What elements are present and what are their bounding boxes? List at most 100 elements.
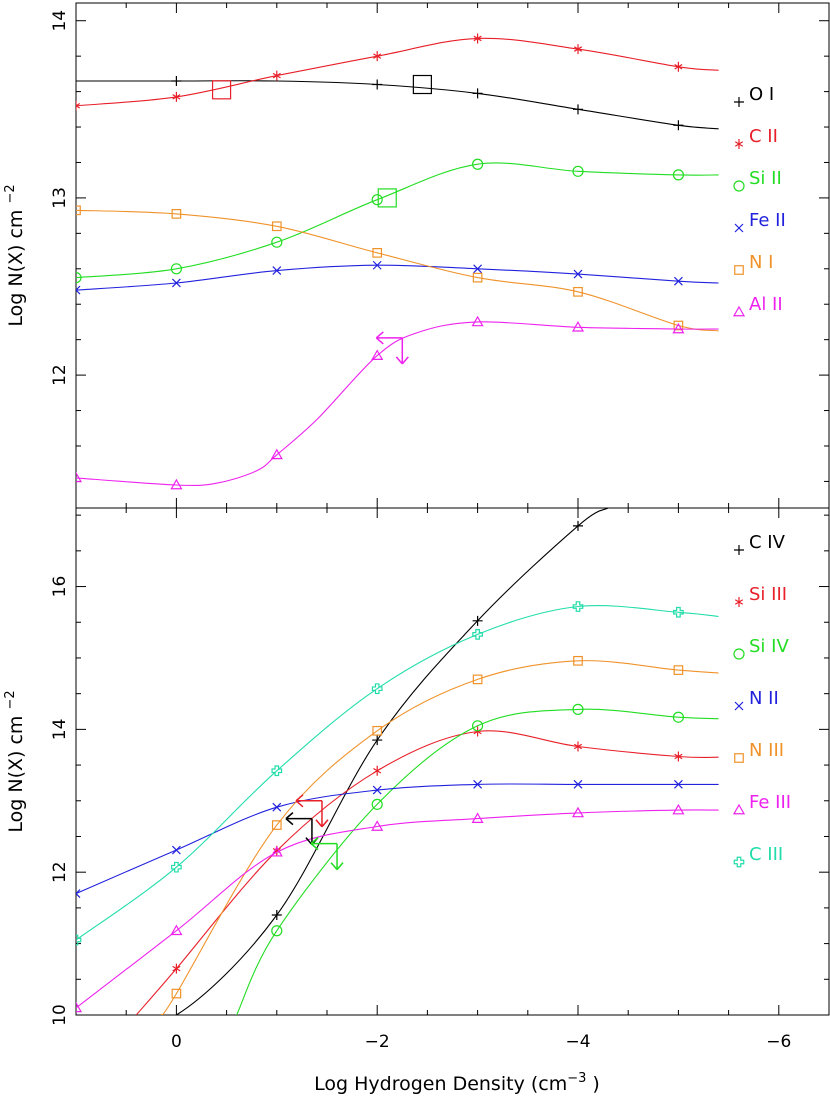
data-point-si-ii [572,165,584,177]
data-point-si-ii [472,158,484,170]
data-point-c-iii [371,683,383,695]
x-axis-title-close: ) [586,1073,599,1095]
data-point-si-ii [672,169,685,181]
data-point-si-iv [472,720,484,732]
data-point-al-ii [371,349,384,360]
legend-marker-al-ii [732,305,746,317]
legend-marker-o-i [734,97,744,107]
data-point-c-iii [76,934,82,946]
data-point-c-iii [673,606,684,618]
legend-label-n-iii: N III [749,740,784,761]
x-tick-label: −2 [365,1032,390,1052]
data-point-n-ii [171,845,181,855]
top-panel: 12 13 14 Log N(X) cm −2 O I C II Si II Fe II N I… [3,2,830,509]
data-point-c-iii [572,601,584,612]
data-point-n-iii [573,655,583,666]
data-point-n-ii [272,802,282,812]
data-point-si-ii [271,236,283,248]
detection-square [377,188,397,208]
y-axis-title: Log N(X) cm −2 [3,690,27,832]
legend-label-c-ii: C II [749,126,778,147]
legend-marker-n-iii [734,753,744,763]
data-point-fe-ii [171,278,181,288]
data-point-fe-ii [473,264,483,274]
data-point-n-iii [673,665,684,675]
data-point-si-iv [672,711,685,723]
data-point-c-iii [472,629,483,640]
data-point-c-ii [76,100,81,111]
data-point-al-ii [672,322,685,334]
legend-label-si-iv: Si IV [749,636,789,657]
y-tick-label: 10 [50,1004,70,1026]
data-point-o-i [673,120,684,131]
data-point-si-ii [76,272,82,284]
upper-limit-arrow [310,837,344,871]
data-point-c-iv [472,615,483,626]
data-point-o-i [472,88,483,99]
legend-marker-c-ii [734,139,744,149]
legend-label-al-ii: Al II [749,294,783,315]
legend-marker-c-iii [733,856,745,868]
data-point-c-ii [373,51,382,62]
data-point-c-iii [271,765,283,777]
y-tick-label: 13 [50,187,70,209]
y-tick-label: 12 [50,364,70,386]
data-point-o-i [171,75,182,86]
data-point-al-ii [471,315,484,327]
data-point-si-ii [170,263,182,275]
legend-marker-n-i [734,265,744,275]
data-point-n-iii [271,820,282,830]
data-point-n-i [171,209,182,219]
x-axis-title-exponent: −3 [567,1071,586,1086]
data-point-fe-ii [372,260,382,270]
data-point-c-ii [674,61,683,72]
legend-marker-si-iv [733,648,745,660]
series-line-c-iv [116,508,609,1015]
data-point-c-ii [573,44,583,55]
data-point-si-iii [172,963,181,974]
data-point-c-ii [473,33,482,44]
legend-marker-n-ii [734,701,744,711]
y-axis-title: Log N(X) cm −2 [3,184,27,326]
detection-square [211,80,232,100]
y-tick-label: 14 [50,10,70,32]
legend-label-fe-iii: Fe III [749,792,791,813]
legend-label-fe-ii: Fe II [749,210,786,231]
series-line-o-i [76,80,719,130]
series-line-n-i [76,209,719,332]
top-frame [75,2,830,509]
data-point-si-iv [271,925,283,937]
series-line-si-ii [76,162,719,279]
x-tick-label: −6 [766,1032,791,1052]
series-line-n-ii [76,783,719,895]
series-line-fe-iii [76,809,719,1009]
data-point-n-ii [372,785,382,795]
upper-limit-arrow [375,331,409,365]
x-tick-label: 0 [171,1032,182,1052]
data-point-si-iii [674,751,683,762]
data-point-n-ii [473,779,483,789]
data-point-o-i [573,104,583,115]
legend-marker-fe-ii [734,223,744,233]
x-axis-title: Log Hydrogen Density (cm−3 ) [314,1071,600,1095]
data-point-al-ii [571,321,585,332]
y-tick-label: 14 [50,719,70,741]
data-point-n-i [472,272,483,283]
y-axis-title-text: Log N(X) cm [5,204,27,327]
data-point-c-iv [372,735,383,746]
data-point-o-i [372,79,383,90]
data-point-c-ii [172,91,181,102]
data-point-n-i [271,221,282,232]
data-point-si-ii [371,194,383,206]
data-point-fe-ii [76,285,81,295]
data-point-c-iii [171,861,182,873]
legend-label-n-ii: N II [749,688,779,709]
legend-marker-c-iv [734,545,744,555]
data-point-fe-iii [371,820,384,831]
series-line-c-iii [76,605,719,941]
data-point-c-iv [271,910,282,921]
data-point-fe-ii [272,266,282,275]
upper-limit-arrow [295,794,329,828]
data-point-si-iii [373,765,382,776]
series-line-n-iii [160,660,719,1015]
